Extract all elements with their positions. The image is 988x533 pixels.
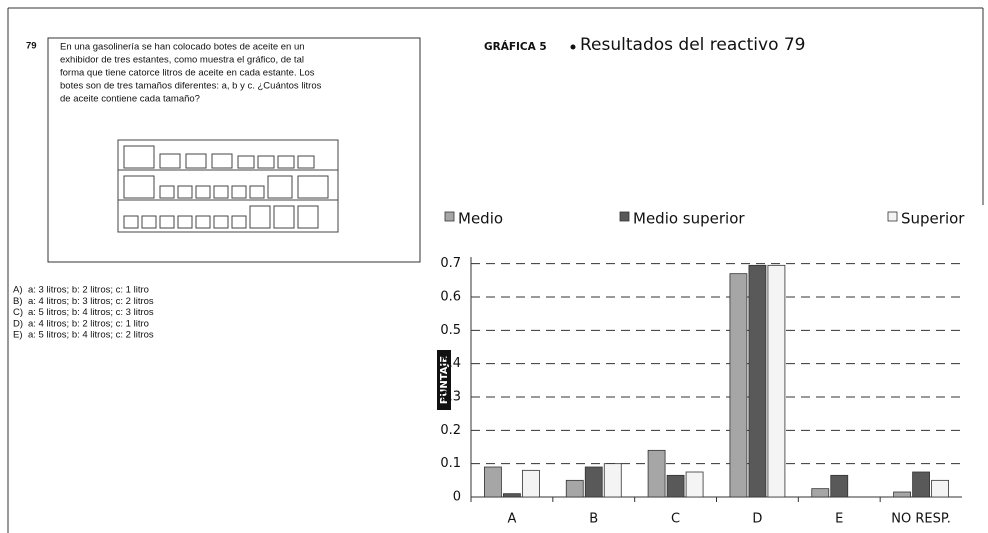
bar xyxy=(603,463,622,498)
legend-label: Medio superior xyxy=(633,210,745,228)
bar xyxy=(503,493,521,498)
legend-swatch xyxy=(887,211,898,222)
y-tick-label: 0.2 xyxy=(440,423,461,438)
legend-label: Superior xyxy=(901,210,965,228)
x-tick-label: E xyxy=(835,512,843,527)
y-tick-label: 0.6 xyxy=(440,290,461,305)
question-number: 79 xyxy=(26,41,37,52)
question-line: forma que tiene catorce litros de aceite… xyxy=(60,68,315,79)
x-tick-label: NO RESP. xyxy=(891,512,951,527)
option-text: a: 5 litros; b: 4 litros; c: 2 litros xyxy=(28,330,154,341)
y-tick-label: 0.4 xyxy=(440,356,461,371)
title-bullet xyxy=(570,44,576,50)
option-text: a: 4 litros; b: 2 litros; c: 1 litro xyxy=(28,318,149,329)
figure-label: GRÁFICA 5 xyxy=(484,40,547,53)
y-tick-label: 0.5 xyxy=(440,323,461,338)
bar xyxy=(484,466,502,498)
y-tick-label: 0.7 xyxy=(440,256,461,271)
x-tick-label: D xyxy=(752,512,762,527)
y-label-group: PUNTAJE xyxy=(437,350,451,410)
bar xyxy=(647,449,666,498)
bar xyxy=(811,488,830,498)
question-line: En una gasolinería se han colocado botes… xyxy=(60,42,305,53)
option-text: a: 3 litros; b: 2 litros; c: 1 litro xyxy=(28,285,149,296)
bar xyxy=(912,471,930,498)
bar xyxy=(748,264,767,498)
option-letter: D) xyxy=(13,318,23,329)
bar xyxy=(931,479,949,498)
bar xyxy=(830,474,849,498)
chart-title: Resultados del reactivo 79 xyxy=(580,35,806,55)
legend-label: Medio xyxy=(458,210,503,228)
option-letter: E) xyxy=(13,330,23,341)
bar xyxy=(767,264,786,498)
question-line: de aceite contiene cada tamaño? xyxy=(60,94,200,105)
bar xyxy=(584,466,603,498)
x-tick-label: A xyxy=(507,512,516,527)
y-tick-label: 0.3 xyxy=(440,390,461,405)
option-letter: B) xyxy=(13,296,23,307)
bar xyxy=(666,474,685,498)
legend-swatch xyxy=(444,211,455,222)
question-box xyxy=(47,37,421,263)
x-tick-label: C xyxy=(671,512,680,527)
option-letter: A) xyxy=(13,285,23,296)
bar xyxy=(685,471,704,498)
option-letter: C) xyxy=(13,307,23,318)
option-text: a: 4 litros; b: 3 litros; c: 2 litros xyxy=(28,296,154,307)
question-line: exhibidor de tres estantes, como muestra… xyxy=(60,55,304,66)
bar xyxy=(729,273,748,498)
x-tick-label: B xyxy=(589,512,598,527)
y-tick-label: 0.1 xyxy=(440,456,461,471)
bar xyxy=(565,479,584,498)
y-label-bg xyxy=(437,350,451,410)
bar xyxy=(893,491,911,498)
legend-swatch xyxy=(619,211,630,222)
question-line: botes son de tres tamaños diferentes: a,… xyxy=(60,81,322,92)
bar xyxy=(522,469,540,498)
option-text: a: 5 litros; b: 4 litros; c: 3 litros xyxy=(28,307,154,318)
y-axis-label: PUNTAJE xyxy=(439,356,450,404)
shelf-diagram xyxy=(117,139,339,233)
y-tick-label: 0 xyxy=(453,490,461,505)
